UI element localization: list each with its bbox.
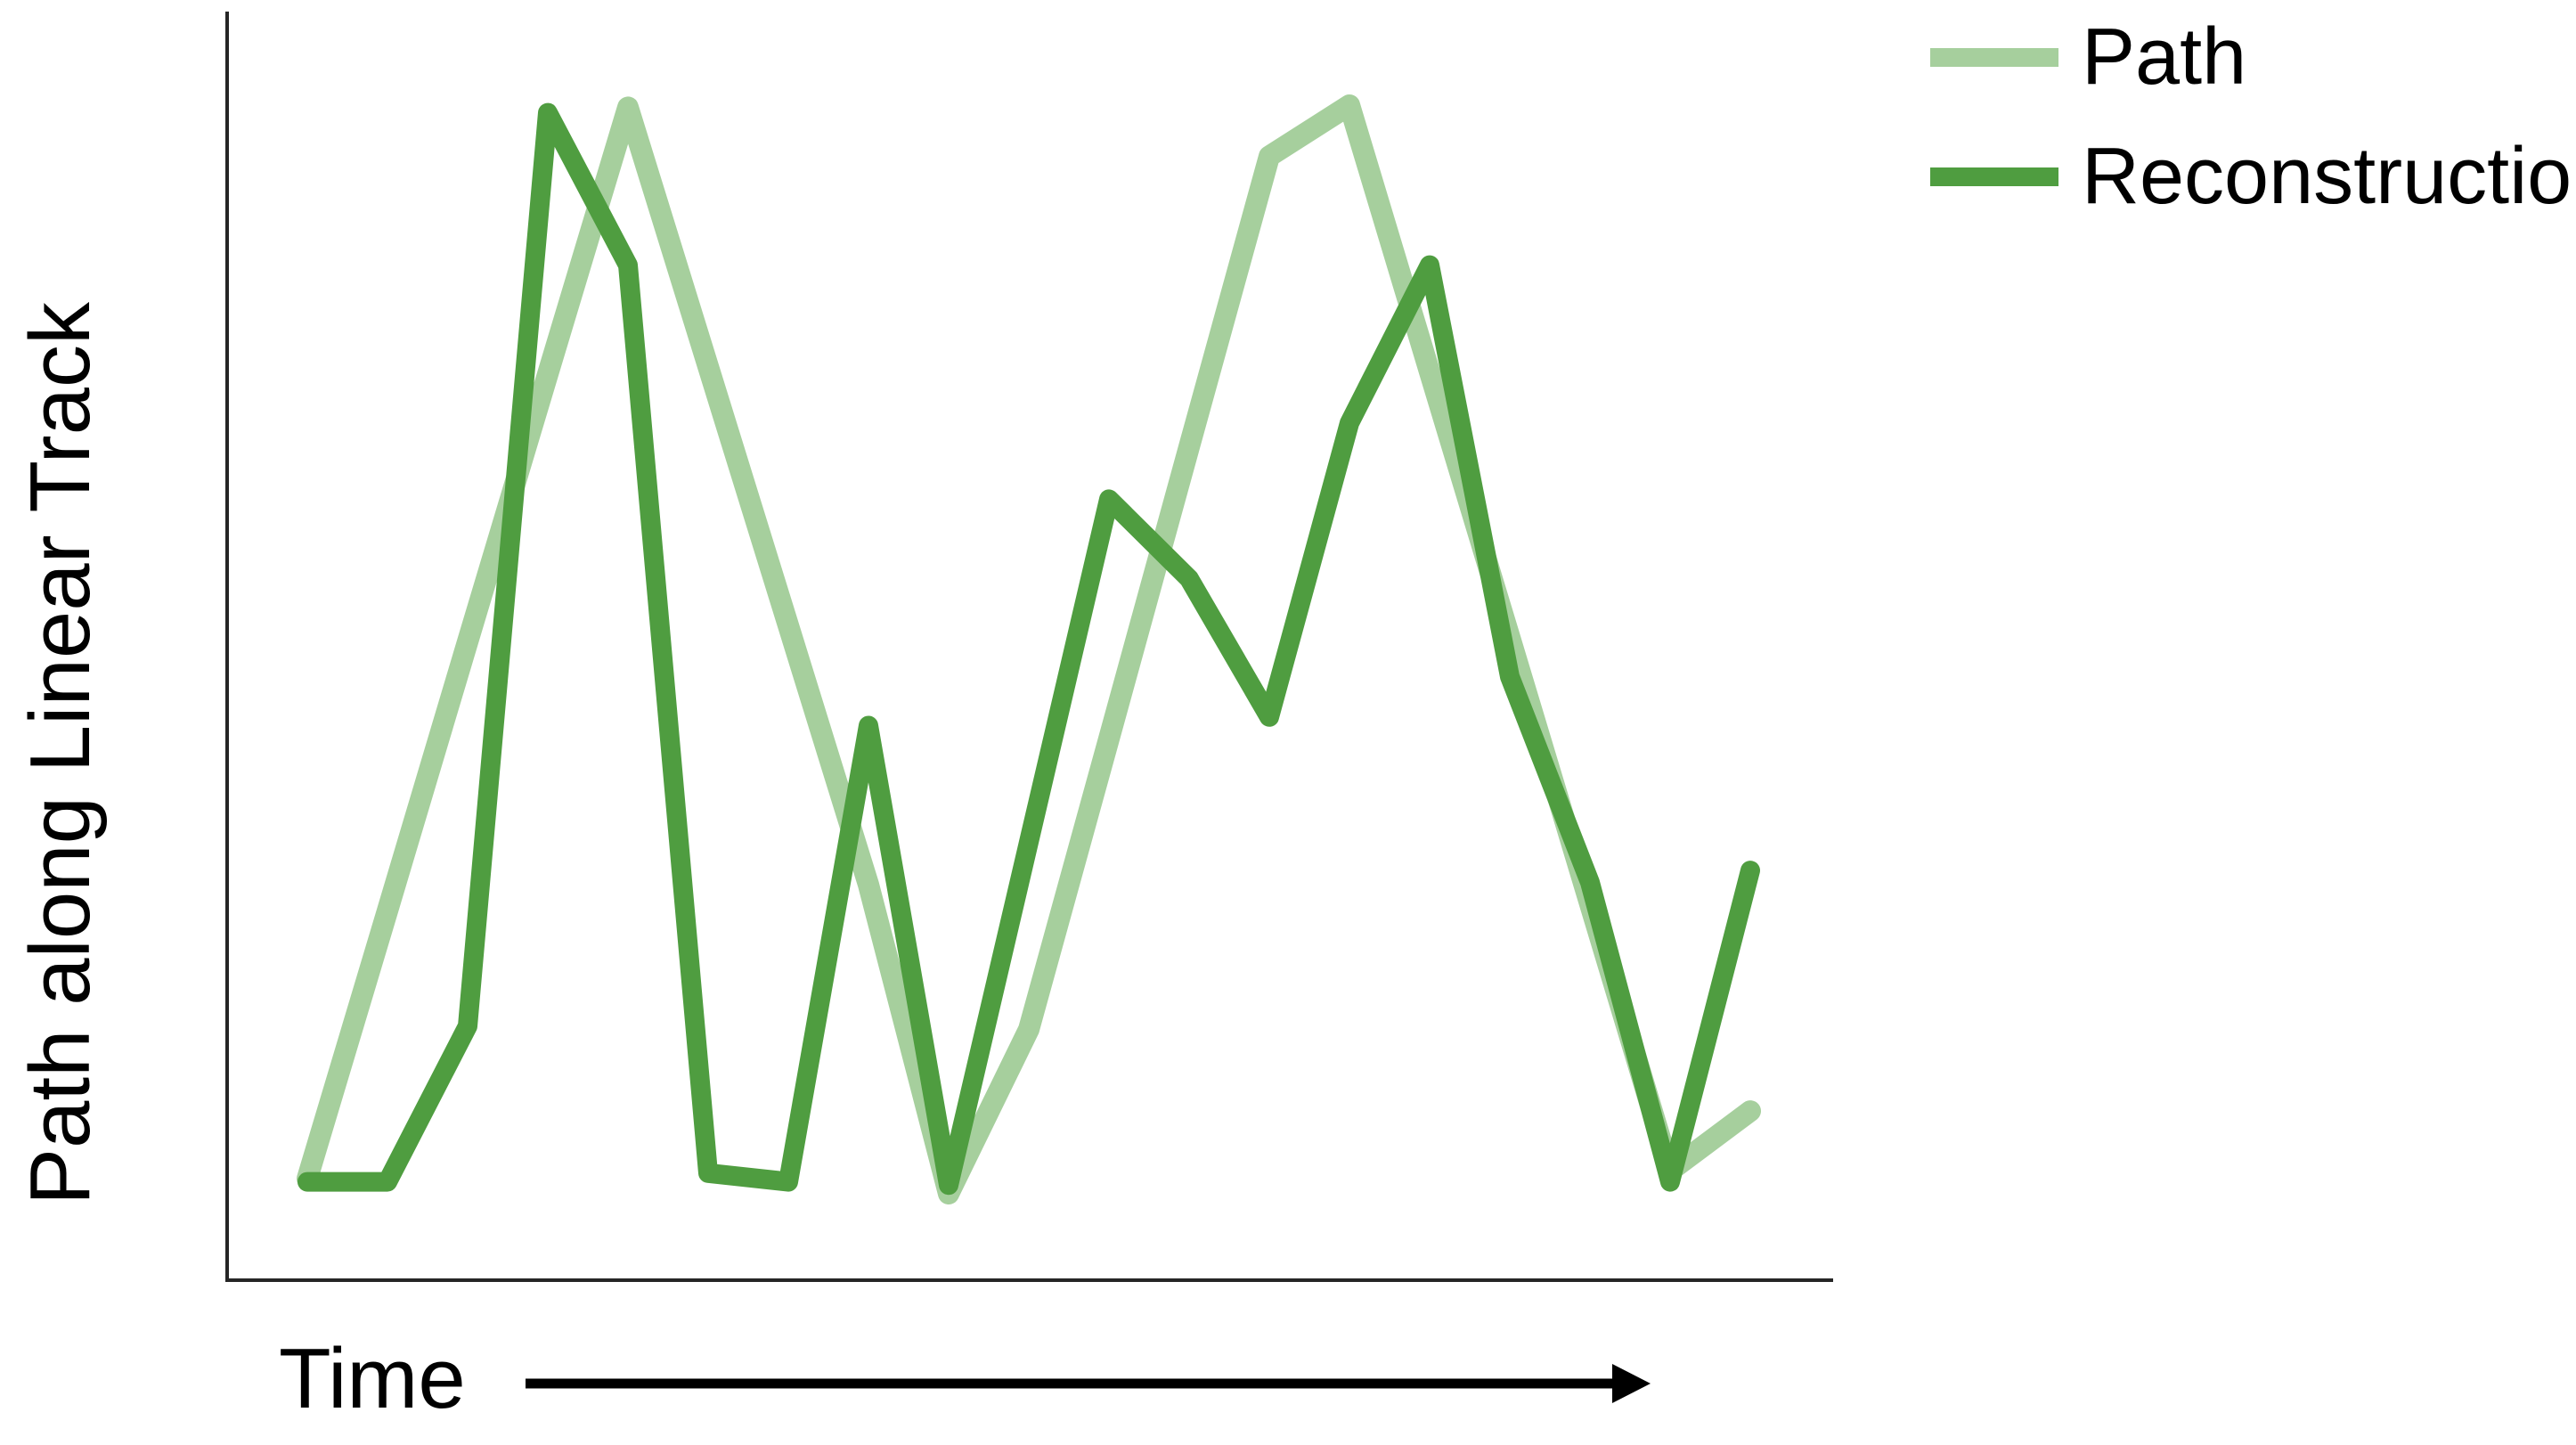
path-line xyxy=(297,94,1761,1204)
legend-label-path: Path xyxy=(2082,12,2247,102)
legend-item-reconstruction: Reconstruction xyxy=(1930,134,2576,219)
legend: Path Reconstruction xyxy=(1930,14,2576,219)
legend-label-reconstruction: Reconstruction xyxy=(2082,132,2576,221)
legend-item-path: Path xyxy=(1930,14,2576,100)
time-arrow-head-icon xyxy=(1612,1364,1651,1403)
reconstruction-series-swatch-icon xyxy=(1930,167,2058,186)
x-axis-label: Time xyxy=(279,1331,466,1426)
reconstruction-line xyxy=(298,102,1760,1196)
path-series-swatch-icon xyxy=(1930,47,2058,67)
y-axis-label: Path along Linear Track xyxy=(12,302,108,1205)
